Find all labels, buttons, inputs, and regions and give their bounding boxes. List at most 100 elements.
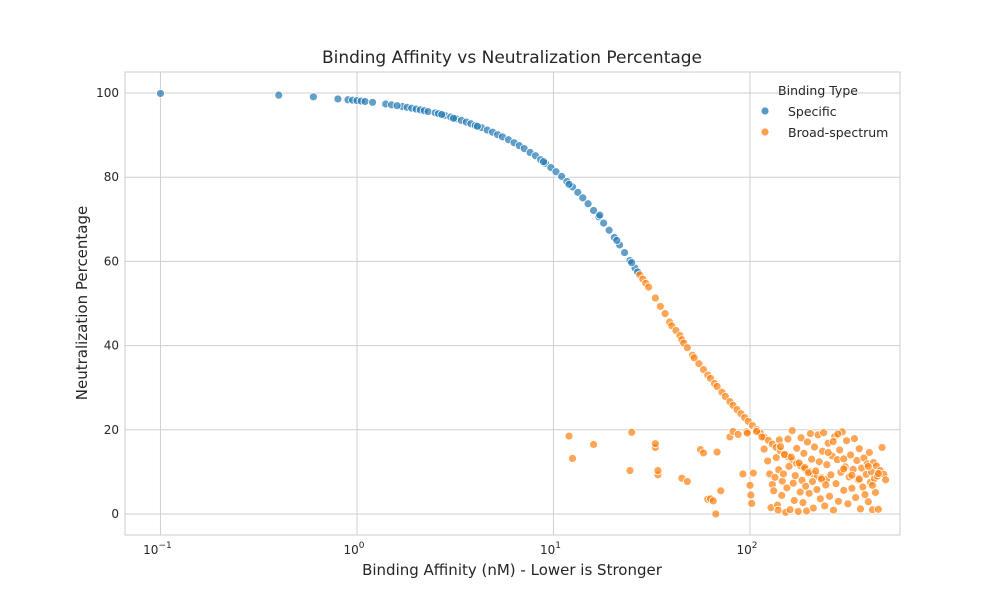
data-point xyxy=(757,432,767,442)
data-point xyxy=(863,497,873,507)
data-point xyxy=(763,456,773,466)
y-tick-label: 40 xyxy=(104,339,119,353)
data-point xyxy=(785,505,795,515)
data-point xyxy=(795,487,805,497)
data-point xyxy=(711,509,721,519)
data-point xyxy=(573,187,583,197)
data-point xyxy=(578,193,588,203)
data-point xyxy=(856,504,865,514)
data-point xyxy=(773,505,783,515)
data-point xyxy=(784,461,794,471)
data-point xyxy=(850,434,859,444)
chart-title: Binding Affinity vs Neutralization Perce… xyxy=(322,48,702,68)
data-point xyxy=(612,235,622,245)
data-point xyxy=(748,468,758,478)
data-point xyxy=(783,434,793,444)
legend-items: Specific Broad-spectrum xyxy=(760,104,888,140)
data-point xyxy=(804,488,814,498)
data-point xyxy=(738,469,748,479)
data-point xyxy=(842,436,851,446)
data-point xyxy=(742,428,752,438)
legend: Binding Type Specific Broad-spectrum xyxy=(760,83,888,140)
data-point xyxy=(814,457,824,467)
data-point xyxy=(847,470,857,480)
data-point xyxy=(789,496,799,505)
data-point xyxy=(746,490,756,500)
grid xyxy=(125,72,900,535)
data-point xyxy=(833,429,843,439)
y-tick-label: 100 xyxy=(96,86,119,100)
data-point xyxy=(627,258,637,268)
data-point xyxy=(689,353,699,363)
data-point xyxy=(595,210,605,220)
series-specific xyxy=(156,89,643,277)
data-point xyxy=(843,499,853,509)
x-tick-label: 101 xyxy=(540,541,561,557)
data-point xyxy=(793,507,803,516)
data-point xyxy=(788,478,798,488)
data-point xyxy=(807,454,817,464)
data-point xyxy=(392,101,402,111)
data-point xyxy=(682,477,692,486)
data-point xyxy=(792,443,802,453)
data-point xyxy=(873,504,883,514)
data-point xyxy=(653,466,663,476)
y-tick-label: 80 xyxy=(104,170,119,184)
data-point xyxy=(712,447,722,457)
data-point xyxy=(835,445,845,455)
data-point xyxy=(650,293,660,303)
data-point xyxy=(620,248,629,257)
data-point xyxy=(811,466,821,476)
data-point xyxy=(798,498,808,507)
data-point xyxy=(820,501,830,511)
data-point xyxy=(769,486,779,496)
data-point xyxy=(817,474,826,484)
data-point xyxy=(564,179,574,189)
data-point xyxy=(801,481,811,491)
data-point xyxy=(864,448,874,457)
y-tick-label: 20 xyxy=(104,423,119,437)
x-tick-label: 100 xyxy=(343,541,364,557)
data-point xyxy=(699,448,708,458)
data-point xyxy=(787,426,797,436)
data-point xyxy=(745,480,755,490)
data-point xyxy=(274,90,284,100)
data-point xyxy=(803,468,813,478)
data-point xyxy=(660,309,670,319)
data-point xyxy=(599,218,609,228)
data-point xyxy=(810,442,819,452)
data-point xyxy=(644,282,654,292)
data-point xyxy=(819,428,829,438)
data-point xyxy=(770,472,780,482)
data-point xyxy=(851,493,861,502)
data-point xyxy=(786,452,796,462)
data-point xyxy=(847,483,857,493)
data-point xyxy=(823,448,833,457)
data-point xyxy=(854,474,864,484)
data-point xyxy=(568,453,577,463)
data-points xyxy=(156,89,891,519)
data-point xyxy=(733,430,743,439)
x-tick-exponent: 1 xyxy=(555,541,561,551)
data-point xyxy=(308,92,318,102)
data-point xyxy=(877,443,887,452)
x-tick-label: 102 xyxy=(736,541,757,557)
x-tick-base: 10 xyxy=(343,543,358,557)
x-tick-label: 10−1 xyxy=(143,541,172,557)
data-point xyxy=(716,486,726,496)
data-point xyxy=(821,480,831,490)
legend-marker xyxy=(760,127,770,137)
data-point xyxy=(829,505,838,515)
data-point xyxy=(360,97,370,106)
x-tick-base: 10 xyxy=(540,543,555,557)
x-tick-base: 10 xyxy=(736,543,751,557)
x-tick-exponent: 2 xyxy=(752,541,758,551)
data-point xyxy=(777,491,787,500)
data-point xyxy=(828,437,838,446)
data-point xyxy=(799,448,809,458)
data-point xyxy=(790,471,800,481)
data-point xyxy=(858,482,868,492)
